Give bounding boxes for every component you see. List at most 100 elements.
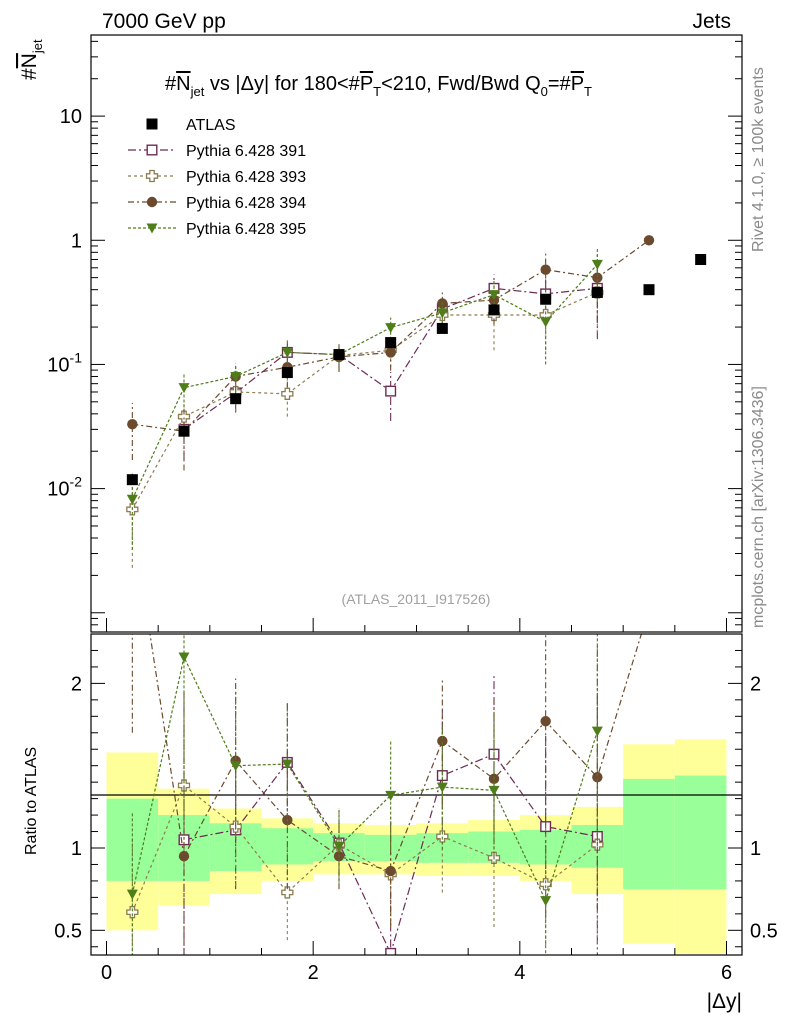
title-part: T bbox=[373, 84, 381, 99]
atlas-data-layer bbox=[126, 254, 707, 486]
legend-marker bbox=[146, 118, 158, 130]
ratio-point bbox=[385, 947, 397, 955]
main-y-tick-label: 10-1 bbox=[47, 349, 82, 376]
main-point bbox=[540, 264, 551, 275]
ylabel-part: N bbox=[18, 53, 41, 68]
ratio-y-tick-label-right: 2 bbox=[750, 673, 761, 695]
header-right: Jets bbox=[692, 10, 731, 33]
plot-title: #Njet vs |Δy| for 180<#PT<210, Fwd/Bwd Q… bbox=[165, 73, 592, 99]
title-part: P bbox=[571, 73, 584, 95]
atlas-point bbox=[126, 474, 138, 486]
main-series-line bbox=[131, 291, 598, 510]
atlas-point bbox=[591, 286, 603, 298]
ratio-point bbox=[178, 652, 190, 663]
atlas-point bbox=[385, 337, 397, 349]
atlas-point bbox=[643, 284, 655, 296]
legend-label: Pythia 6.428 394 bbox=[186, 195, 306, 212]
x-tick-label: 2 bbox=[308, 962, 319, 984]
ratio-point bbox=[539, 878, 552, 891]
main-point bbox=[385, 347, 396, 358]
y-tick-base: 10 bbox=[47, 354, 69, 376]
legend: ATLAS Pythia 6.428 391 Pythia 6.428 393 Pyt… bbox=[128, 117, 306, 238]
main-point bbox=[126, 494, 138, 505]
legend-label: Pythia 6.428 391 bbox=[186, 143, 306, 160]
title-part: =# bbox=[548, 73, 572, 95]
atlas-point bbox=[178, 425, 190, 437]
atlas-point bbox=[333, 349, 345, 361]
main-point bbox=[281, 347, 293, 358]
title-part: T bbox=[584, 84, 592, 99]
atlas-point bbox=[695, 254, 707, 266]
ratio-point bbox=[281, 759, 293, 770]
title-part: <210, Fwd/Bwd Q bbox=[381, 73, 541, 95]
ratio-point bbox=[488, 785, 500, 796]
mcplots-label: mcplots.cern.ch [arXiv:1306.3436] bbox=[750, 386, 767, 628]
title-part: P bbox=[360, 73, 373, 95]
legend-marker bbox=[146, 223, 158, 234]
main-y-tick-label: 1 bbox=[71, 230, 82, 252]
title-part: 0 bbox=[541, 84, 548, 99]
y-axis-label-main: #Njet bbox=[18, 39, 45, 80]
ratio-point bbox=[385, 865, 396, 877]
ratio-point bbox=[178, 851, 190, 862]
main-y-tick-label: 10 bbox=[60, 106, 82, 128]
ratio-point bbox=[436, 830, 449, 843]
main-point bbox=[643, 235, 655, 246]
ratio-band-inner bbox=[674, 775, 727, 890]
main-series-layer bbox=[126, 235, 655, 568]
legend-marker bbox=[145, 169, 159, 183]
atlas-point bbox=[281, 367, 293, 379]
legend-marker bbox=[146, 196, 158, 208]
ratio-point bbox=[385, 790, 397, 801]
ratio-band-inner bbox=[623, 778, 675, 890]
main-point bbox=[591, 259, 603, 270]
ratio-point bbox=[230, 761, 242, 772]
y-tick-exponent: -1 bbox=[70, 349, 83, 365]
x-tick-label: 0 bbox=[101, 962, 112, 984]
ratio-point bbox=[591, 726, 603, 737]
ratio-uncertainty-bands bbox=[106, 739, 727, 954]
title-part: # bbox=[165, 73, 177, 95]
main-point bbox=[592, 272, 603, 283]
y-axis-label-ratio: Ratio to ATLAS bbox=[23, 747, 40, 855]
atlas-point bbox=[540, 293, 552, 305]
ratio-series-layer bbox=[126, 604, 654, 955]
y-tick-base: 10 bbox=[47, 479, 69, 501]
ratio-point bbox=[126, 889, 138, 900]
analysis-watermark: (ATLAS_2011_I917526) bbox=[342, 591, 491, 607]
ratio-y-tick-label-right: 1 bbox=[750, 838, 761, 860]
ratio-point bbox=[281, 886, 294, 899]
ratio-point bbox=[540, 716, 551, 727]
main-point bbox=[385, 385, 397, 397]
atlas-point bbox=[436, 322, 448, 334]
main-point bbox=[127, 419, 138, 430]
legend-label: ATLAS bbox=[186, 117, 236, 134]
ratio-point bbox=[126, 906, 139, 919]
legend-label: Pythia 6.428 395 bbox=[186, 221, 306, 238]
title-part: N bbox=[176, 73, 190, 95]
title-part: jet bbox=[190, 84, 205, 99]
x-axis-label: |Δy| bbox=[707, 990, 742, 1013]
title-part: vs |Δy| for 180<# bbox=[204, 73, 360, 95]
ratio-point bbox=[436, 782, 448, 793]
y-tick-base: 10 bbox=[60, 106, 82, 128]
main-point bbox=[178, 383, 190, 394]
ylabel-part: # bbox=[18, 68, 41, 80]
ratio-point bbox=[540, 896, 552, 907]
x-tick-label: 4 bbox=[514, 962, 525, 984]
ratio-point bbox=[644, 604, 654, 614]
ratio-y-tick-label: 0.5 bbox=[54, 920, 82, 942]
main-point bbox=[230, 371, 242, 382]
main-series-line bbox=[131, 263, 598, 500]
ratio-y-tick-label-right: 0.5 bbox=[750, 920, 778, 942]
main-point bbox=[540, 317, 552, 328]
ratio-y-tick-label: 1 bbox=[71, 838, 82, 860]
main-point bbox=[436, 308, 448, 319]
main-point bbox=[281, 387, 294, 400]
main-point bbox=[488, 290, 500, 301]
ratio-series-line bbox=[131, 655, 598, 903]
y-tick-base: 1 bbox=[71, 230, 82, 252]
main-point bbox=[177, 410, 191, 423]
